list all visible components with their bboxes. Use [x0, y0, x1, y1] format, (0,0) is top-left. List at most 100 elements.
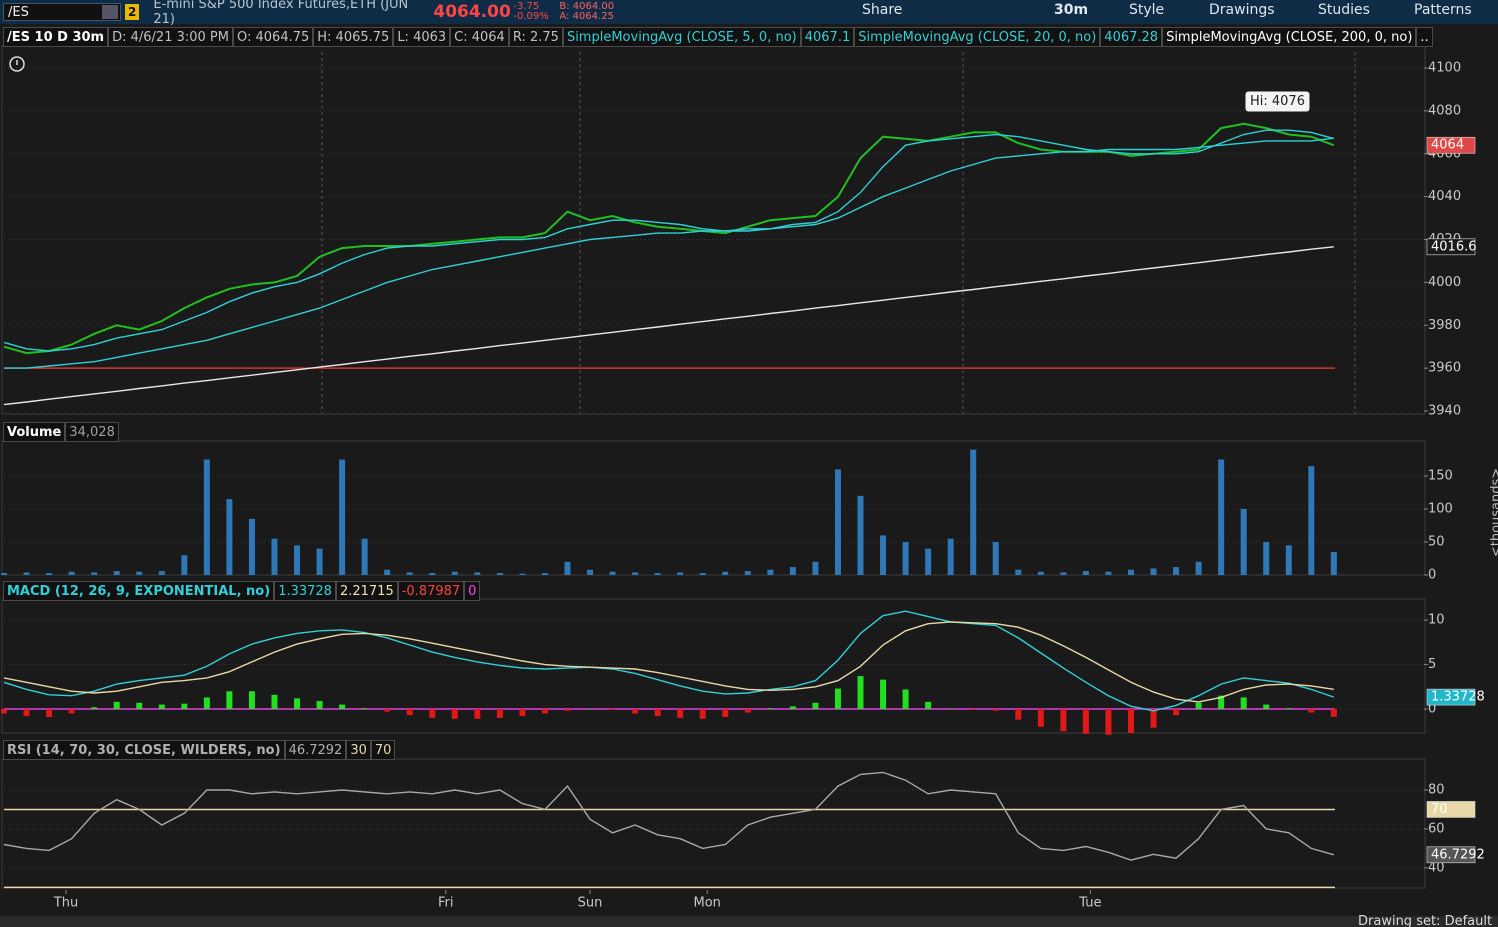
bar	[925, 548, 932, 575]
header-item[interactable]: RSI (14, 70, 30, CLOSE, WILDERS, no)	[3, 740, 285, 760]
header-item: C: 4064	[450, 27, 509, 47]
y-tick-label: 3980	[1428, 318, 1461, 333]
bar	[541, 709, 548, 714]
y-tick-label: 4080	[1428, 103, 1461, 118]
toolbar: /ES 2 E-mini S&P 500 Index Futures,ETH (…	[0, 0, 1498, 27]
bar	[406, 709, 413, 716]
bar	[46, 709, 53, 717]
bar	[316, 548, 323, 575]
bar	[947, 709, 954, 710]
tag-box	[1426, 136, 1476, 154]
bar	[789, 706, 796, 709]
bar	[992, 542, 999, 575]
timeframe-button[interactable]: 30m	[1054, 2, 1089, 18]
bar	[1330, 551, 1337, 575]
x-tick-label: Tue	[1078, 896, 1101, 911]
symbol: /ES	[8, 5, 29, 20]
study-header: /ES 10 D 30m D: 4/6/21 3:00 PM O: 4064.75 H…	[3, 27, 1433, 47]
bar	[1195, 561, 1202, 575]
bar	[429, 573, 436, 575]
pct-change: -0.09%	[513, 11, 549, 22]
bottom-bar	[0, 916, 1498, 927]
alert-icon[interactable]	[9, 56, 25, 72]
header-item[interactable]: /ES 10 D 30m	[3, 27, 109, 47]
bar	[1037, 571, 1044, 575]
header-item: SimpleMovingAvg (CLOSE, 20, 0, no)	[854, 27, 1101, 47]
bar	[203, 697, 210, 709]
series-line	[3, 129, 1334, 352]
bar	[519, 573, 526, 575]
bar	[1037, 709, 1044, 727]
description: E-mini S&P 500 Index Futures,ETH (JUN 21…	[153, 0, 409, 27]
bar	[1263, 704, 1270, 709]
bar	[1285, 708, 1292, 709]
bar	[406, 572, 413, 575]
patterns-button[interactable]: Patterns	[1414, 2, 1472, 18]
bar	[834, 688, 841, 709]
tag-box	[1426, 801, 1476, 818]
bar	[699, 573, 706, 575]
bar	[812, 561, 819, 575]
bar	[1015, 569, 1022, 575]
header-item: H: 4065.75	[313, 27, 394, 47]
bar	[361, 538, 368, 575]
bar	[1, 709, 7, 714]
bar	[1060, 572, 1067, 575]
drawings-button[interactable]: Drawings	[1209, 2, 1275, 18]
tag-box	[1426, 846, 1476, 864]
bid: B: 4064.00	[559, 1, 615, 12]
bar	[767, 708, 774, 709]
tag-box	[1426, 688, 1476, 706]
series-line	[3, 610, 1335, 712]
bar	[496, 709, 503, 718]
y-tick-label: 100	[1428, 502, 1453, 517]
header-item: ..	[1416, 27, 1433, 47]
bar	[339, 459, 346, 575]
tag-label: 70	[1431, 802, 1448, 817]
header-item: 46.7292	[284, 740, 347, 760]
bar	[1240, 697, 1247, 709]
volume-unit: <thousands>	[1489, 467, 1498, 558]
bar	[384, 569, 391, 575]
bar	[722, 709, 729, 717]
bar	[91, 707, 98, 709]
y-tick-label: 80	[1428, 782, 1445, 797]
header-item[interactable]: Volume	[3, 422, 66, 442]
header-item: 70	[370, 740, 396, 760]
bar	[474, 572, 481, 575]
series-line	[4, 137, 1334, 369]
tag-box	[1426, 238, 1476, 256]
style-button[interactable]: Style	[1129, 2, 1165, 18]
bar	[384, 709, 391, 712]
bar	[564, 709, 571, 711]
bar	[812, 702, 819, 709]
header-item: 30	[346, 740, 371, 760]
tag-label: 4016.6	[1431, 239, 1477, 254]
bar	[1127, 709, 1134, 733]
bar	[451, 571, 458, 575]
bar	[23, 572, 30, 575]
bid-ask: B: 4064.00 A: 4064.25	[559, 2, 619, 22]
bar	[339, 704, 346, 709]
bar	[699, 709, 706, 719]
bar	[361, 708, 368, 709]
y-tick-label: 3940	[1428, 403, 1461, 418]
y-tick-label: 4100	[1428, 61, 1461, 76]
y-tick-label: 10	[1428, 613, 1445, 628]
drawing-set[interactable]: Drawing set: Default	[1358, 914, 1493, 927]
price-tag: 4016.6	[1426, 238, 1477, 256]
y-tick-label: 3960	[1428, 361, 1461, 376]
header-item: 0	[464, 581, 481, 601]
price-tag: 1.33728	[1426, 688, 1485, 706]
share-button[interactable]: Share	[862, 2, 903, 18]
tag-label: 4064	[1431, 138, 1464, 153]
header-item[interactable]: MACD (12, 26, 9, EXPONENTIAL, no)	[3, 581, 275, 601]
header-item: -0.87987	[397, 581, 465, 601]
bar	[632, 709, 639, 714]
link-badge[interactable]: 2	[125, 4, 140, 20]
dropdown[interactable]	[102, 5, 118, 19]
x-tick-label: Thu	[53, 896, 78, 911]
symbol-box[interactable]: /ES	[3, 3, 121, 21]
studies-button[interactable]: Studies	[1318, 2, 1370, 18]
bar	[541, 573, 548, 575]
